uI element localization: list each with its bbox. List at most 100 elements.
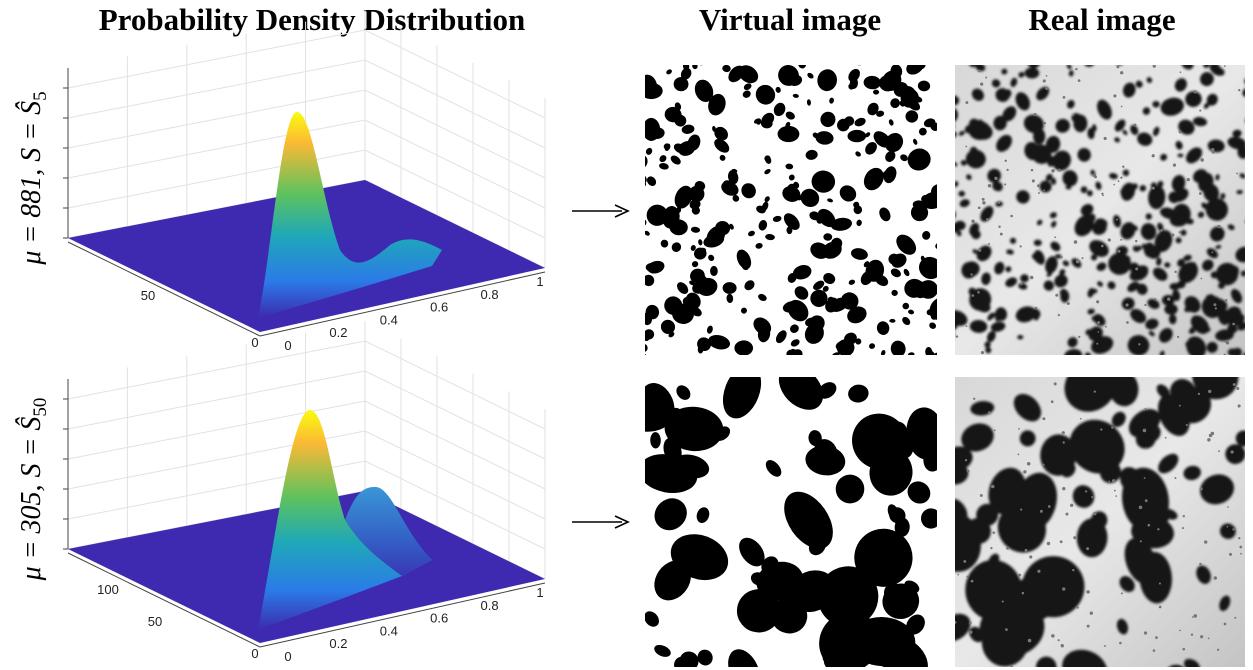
particle [968, 65, 978, 68]
speck [1135, 267, 1139, 271]
particle [1153, 126, 1160, 137]
particle [844, 332, 857, 345]
particle [1001, 68, 1008, 75]
x-tick-label: 1 [536, 274, 543, 289]
particle [890, 268, 901, 278]
particle [1099, 461, 1122, 484]
particle [869, 343, 876, 349]
particle [1092, 220, 1107, 235]
speck [1086, 624, 1090, 628]
label-subscript: 5 [30, 91, 51, 101]
speck [1218, 450, 1220, 453]
speck [1152, 65, 1156, 68]
particle [810, 289, 828, 307]
particle [1033, 256, 1040, 263]
particle [706, 65, 713, 66]
y-tick-label: 50 [148, 614, 162, 629]
speck [1211, 148, 1215, 152]
speck [1224, 340, 1228, 343]
speck [1101, 192, 1104, 195]
speck [1091, 495, 1094, 499]
particle [1226, 265, 1239, 279]
particle [1196, 565, 1211, 584]
speck [1075, 67, 1078, 71]
speck [1093, 390, 1096, 393]
particle [830, 217, 852, 231]
particle [917, 80, 931, 92]
particle [907, 98, 921, 111]
particle [1015, 92, 1030, 111]
particle [1185, 91, 1202, 107]
particle [1158, 328, 1173, 343]
particle [901, 88, 908, 97]
particle [1196, 338, 1202, 345]
column-title: Real image [1028, 2, 1175, 37]
particle [676, 385, 691, 400]
particle [1127, 335, 1150, 355]
particle [777, 125, 800, 143]
speck [955, 621, 957, 624]
particle [1206, 341, 1218, 353]
particle [847, 129, 867, 143]
speck [1075, 260, 1080, 264]
particle [863, 261, 870, 268]
particle [1122, 129, 1128, 136]
particle [931, 266, 937, 276]
particle [1139, 551, 1172, 604]
particle [786, 183, 797, 196]
speck [1017, 453, 1020, 456]
particle [728, 170, 739, 185]
particle [722, 180, 734, 193]
particle [1203, 102, 1210, 109]
speck [980, 82, 984, 86]
speck [1001, 600, 1004, 603]
x-tick-label: 0.4 [380, 623, 398, 638]
particle [1239, 173, 1245, 179]
particle [1036, 219, 1043, 226]
blobs [955, 377, 1245, 667]
particle [827, 198, 833, 203]
particle [660, 319, 676, 335]
speck [1120, 592, 1123, 595]
particle [995, 307, 1008, 321]
speck [1045, 75, 1048, 77]
particle [955, 95, 960, 106]
particle [1168, 314, 1177, 325]
particle [1192, 117, 1208, 127]
speck [1237, 404, 1241, 408]
particle [1192, 377, 1239, 400]
particle [1114, 119, 1126, 132]
particle [1206, 183, 1212, 190]
particle [1244, 218, 1253, 226]
particle [917, 280, 924, 288]
particle [755, 242, 763, 249]
speck [1160, 229, 1163, 232]
particle [822, 285, 829, 292]
speck [1100, 428, 1103, 431]
particle [659, 162, 669, 170]
particle [697, 344, 704, 354]
particle [1175, 237, 1182, 244]
particle [971, 229, 981, 240]
particle [889, 318, 896, 323]
particle [1062, 649, 1108, 667]
particle [875, 274, 889, 287]
speck [1024, 548, 1028, 552]
particle [645, 175, 647, 183]
particle [946, 328, 956, 340]
speck [1207, 637, 1210, 640]
speck [1029, 555, 1033, 559]
label-subscript: 50 [30, 398, 51, 417]
particle [1087, 127, 1095, 140]
particle [1020, 274, 1029, 283]
real-image [955, 377, 1245, 667]
particle [729, 223, 734, 230]
particle [891, 289, 898, 296]
speck [1182, 515, 1185, 518]
particle [906, 614, 925, 635]
speck [1061, 431, 1065, 435]
particle [645, 180, 647, 188]
particle [1095, 314, 1102, 321]
particle [831, 352, 840, 355]
x-tick-label: 0 [284, 649, 291, 664]
